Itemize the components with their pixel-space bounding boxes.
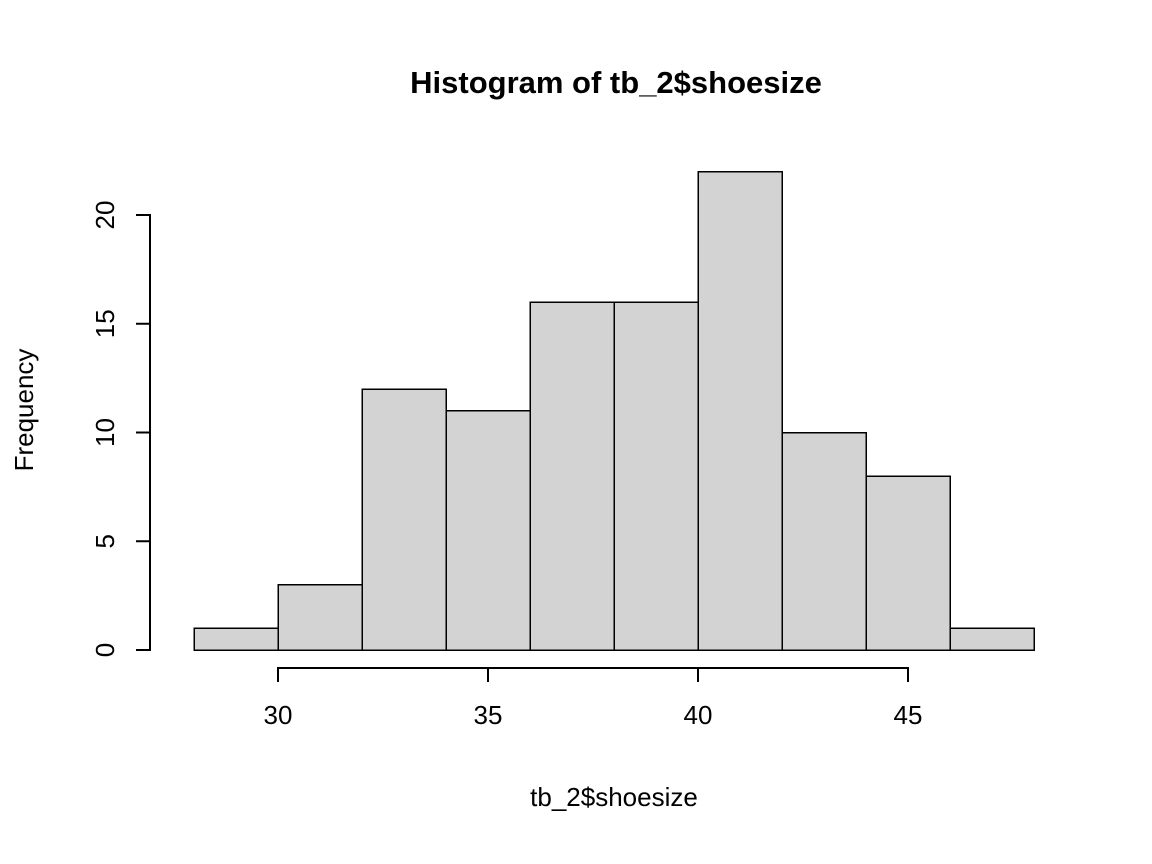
y-tick-label: 0	[90, 643, 120, 657]
y-tick-label: 15	[90, 309, 120, 338]
histogram-bar	[613, 301, 699, 651]
x-axis: 30 35 40 45	[264, 667, 923, 730]
histogram-bar	[865, 475, 951, 651]
y-axis: 0 5 10 15 20	[90, 201, 151, 657]
x-tick-label: 30	[264, 700, 293, 730]
histogram-bar	[193, 627, 279, 651]
histogram-bar	[697, 170, 783, 651]
x-tick-label: 40	[684, 700, 713, 730]
chart-title: Histogram of tb_2$shoesize	[410, 65, 822, 100]
histogram-bar	[277, 584, 363, 651]
histogram-bar	[781, 431, 867, 651]
histogram-bar	[949, 627, 1035, 651]
y-tick-label: 10	[90, 418, 120, 447]
y-axis-label: Frequency	[9, 349, 39, 472]
x-tick-label: 35	[474, 700, 503, 730]
bars-group	[193, 170, 1035, 651]
histogram-bar	[445, 410, 531, 651]
x-axis-label: tb_2$shoesize	[530, 782, 698, 812]
y-tick-label: 5	[90, 534, 120, 548]
y-tick-label: 20	[90, 201, 120, 230]
x-tick-label: 45	[894, 700, 923, 730]
histogram-bar	[529, 301, 615, 651]
histogram-bar	[361, 388, 447, 651]
